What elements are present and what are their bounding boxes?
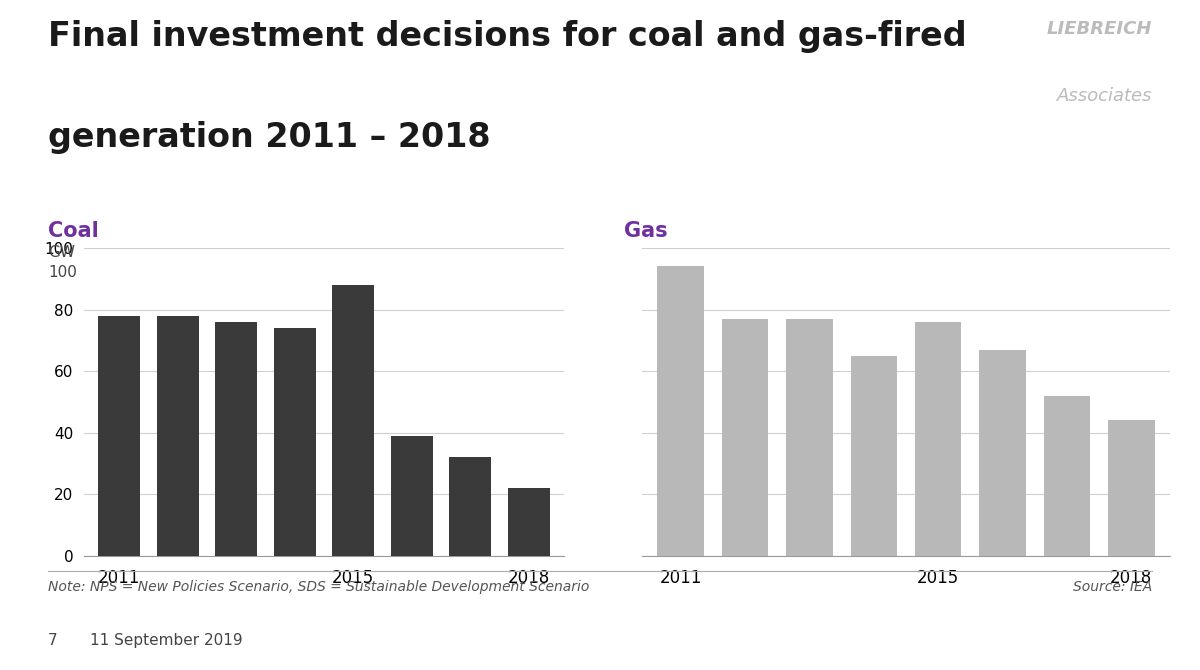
Bar (658, 267, 704, 556)
Text: Associates: Associates (1056, 87, 1152, 105)
Text: Final investment decisions for coal and gas-fired: Final investment decisions for coal and … (48, 20, 967, 53)
Text: 11 September 2019: 11 September 2019 (90, 633, 242, 648)
Text: Note: NPS = New Policies Scenario, SDS = Sustainable Development Scenario: Note: NPS = New Policies Scenario, SDS =… (48, 580, 589, 594)
Bar (508, 488, 550, 556)
Bar (1108, 421, 1154, 556)
Bar (98, 316, 140, 556)
Bar (851, 356, 896, 556)
Bar (215, 322, 257, 556)
Text: GW: GW (48, 245, 74, 259)
Bar (274, 328, 316, 556)
Bar (156, 316, 199, 556)
Bar (1044, 396, 1090, 556)
Bar (786, 319, 833, 556)
Text: Coal: Coal (48, 221, 98, 241)
Text: Gas: Gas (624, 221, 667, 241)
Text: 7: 7 (48, 633, 58, 648)
Text: 100: 100 (48, 265, 77, 279)
Text: Source: IEA: Source: IEA (1073, 580, 1152, 594)
Bar (449, 458, 492, 556)
Bar (916, 322, 961, 556)
Text: generation 2011 – 2018: generation 2011 – 2018 (48, 121, 491, 153)
Bar (391, 436, 433, 556)
Bar (979, 350, 1026, 556)
Bar (332, 285, 374, 556)
Text: LIEBREICH: LIEBREICH (1046, 20, 1152, 38)
Bar (722, 319, 768, 556)
